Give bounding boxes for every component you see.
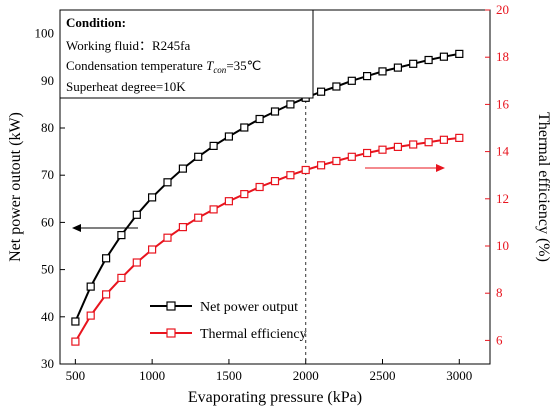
legend-item-thermal-efficiency: Thermal efficiency xyxy=(150,327,307,342)
data-point xyxy=(117,231,126,240)
x-tick-label: 1500 xyxy=(216,368,242,383)
data-point xyxy=(194,152,203,161)
series-layer xyxy=(71,49,464,346)
data-point xyxy=(286,100,295,109)
data-point xyxy=(363,71,372,81)
y-left-tick-label: 100 xyxy=(35,26,55,41)
data-point xyxy=(286,171,295,180)
data-point xyxy=(317,87,326,96)
y-right-tick-label: 18 xyxy=(496,49,509,64)
data-point xyxy=(393,142,402,151)
data-point xyxy=(240,190,249,199)
data-point xyxy=(270,177,280,186)
x-axis-title: Evaporating pressure (kPa) xyxy=(188,389,362,406)
data-point xyxy=(347,76,356,85)
left-axis-arrow xyxy=(72,224,138,232)
data-point xyxy=(178,223,187,232)
data-point xyxy=(332,156,341,166)
series-net-power xyxy=(71,49,464,326)
data-point xyxy=(424,138,433,147)
data-point xyxy=(148,245,157,254)
y-right-tick-label: 12 xyxy=(496,191,509,206)
data-point xyxy=(148,193,157,202)
y-right-tick-label: 8 xyxy=(496,285,503,300)
data-point xyxy=(409,59,418,68)
data-point xyxy=(347,152,356,161)
data-point xyxy=(224,132,233,141)
data-point xyxy=(301,165,310,175)
data-point xyxy=(86,311,95,320)
y-left-tick-label: 50 xyxy=(41,262,54,277)
condition-heading: Condition: xyxy=(66,15,126,30)
data-point xyxy=(194,213,203,222)
data-point xyxy=(317,161,326,170)
data-point xyxy=(132,258,141,267)
data-point xyxy=(209,141,218,150)
y-left-tick-label: 60 xyxy=(41,214,54,229)
data-point xyxy=(409,140,418,149)
data-point xyxy=(163,178,172,187)
y-left-tick-label: 70 xyxy=(41,167,54,182)
data-point xyxy=(71,317,80,326)
y-left-tick-label: 30 xyxy=(41,356,54,371)
legend-item-net-power: Net power output xyxy=(150,300,298,315)
data-point xyxy=(132,210,141,219)
y-left-tick-label: 40 xyxy=(41,309,54,324)
legend-label-net-power: Net power output xyxy=(200,300,298,315)
data-point xyxy=(163,233,172,242)
data-point xyxy=(178,164,187,173)
data-point xyxy=(101,290,111,299)
data-point xyxy=(363,148,372,158)
y-axis-right: 6 8 10 12 14 16 18 20 xyxy=(485,2,510,347)
x-tick-label: 2500 xyxy=(370,368,396,383)
y-axis-right-title: Thermal efficiency (%) xyxy=(535,112,550,262)
data-point xyxy=(101,254,111,263)
data-point xyxy=(393,63,402,72)
y-axis-left: 30 40 50 60 70 80 90 100 xyxy=(35,26,65,371)
x-tick-label: 3000 xyxy=(446,368,472,383)
y-right-tick-label: 10 xyxy=(496,238,509,253)
data-point xyxy=(117,273,126,282)
right-axis-arrow xyxy=(365,164,445,172)
data-point xyxy=(255,182,264,192)
data-point xyxy=(332,82,341,91)
data-point xyxy=(86,282,95,291)
data-point xyxy=(255,114,264,124)
condition-temperature: Condensation temperature Tcon=35℃ xyxy=(66,58,261,75)
data-point xyxy=(455,133,464,142)
y-right-tick-label: 14 xyxy=(496,144,510,159)
legend-label-thermal-efficiency: Thermal efficiency xyxy=(200,327,307,342)
data-point xyxy=(378,67,387,76)
x-tick-label: 2000 xyxy=(293,368,319,383)
data-point xyxy=(270,107,280,116)
data-point xyxy=(439,52,448,61)
condition-superheat: Superheat degree=10K xyxy=(66,79,186,94)
series-thermal-efficiency xyxy=(71,133,464,346)
y-right-tick-label: 16 xyxy=(496,96,510,111)
data-point xyxy=(224,197,233,206)
data-point xyxy=(71,337,80,346)
y-right-tick-label: 20 xyxy=(496,2,509,17)
data-point xyxy=(240,123,249,132)
y-right-tick-label: 6 xyxy=(496,332,503,347)
y-axis-left-title: Net power outout (kW) xyxy=(7,112,24,262)
y-left-tick-label: 90 xyxy=(41,73,54,88)
x-tick-label: 1000 xyxy=(139,368,165,383)
data-point xyxy=(424,55,433,65)
data-point xyxy=(378,145,387,154)
x-axis: 500 1000 1500 2000 2500 3000 xyxy=(66,359,472,383)
y-left-tick-label: 80 xyxy=(41,120,54,135)
data-point xyxy=(209,205,218,214)
data-point xyxy=(455,49,464,59)
data-point xyxy=(439,135,448,144)
condition-box: Condition: Working fluid：R245fa Condensa… xyxy=(59,9,314,99)
legend: Net power output Thermal efficiency xyxy=(150,300,307,342)
condition-fluid: Working fluid：R245fa xyxy=(66,38,190,53)
x-tick-label: 500 xyxy=(66,368,86,383)
